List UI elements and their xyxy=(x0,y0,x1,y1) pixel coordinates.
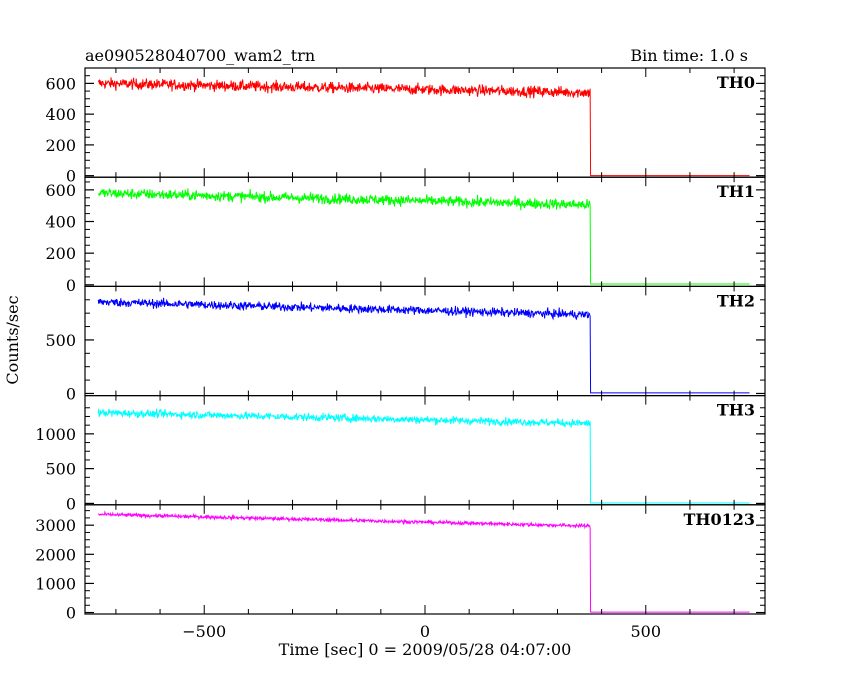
panels-group: 0 200 400 600 TH0 0 200 400 600 TH1 0 500 TH2 0 500 100… xyxy=(35,67,766,623)
y-tick-label: 400 xyxy=(45,213,76,232)
panel-th1: 0 200 400 600 TH1 xyxy=(45,176,766,295)
panel-th3: 0 500 1000 TH3 xyxy=(35,395,766,513)
y-tick-label: 500 xyxy=(45,460,76,479)
y-tick-label: 0 xyxy=(66,276,76,295)
series-label-th0: TH0 xyxy=(717,73,755,92)
series-line-th3 xyxy=(97,408,750,504)
series-label-th0123: TH0123 xyxy=(683,510,755,529)
x-axis-label: Time [sec] 0 = 2009/05/28 04:07:00 xyxy=(279,640,572,659)
panel-th0123: 0 1000 2000 3000 TH0123 xyxy=(35,504,766,623)
y-tick-label: 600 xyxy=(45,181,76,200)
y-tick-label: 200 xyxy=(45,136,76,155)
y-tick-label: 1000 xyxy=(35,574,76,593)
panel-th2: 0 500 TH2 xyxy=(45,285,766,403)
y-axis-label: Counts/sec xyxy=(3,295,22,384)
y-tick-label: 2000 xyxy=(35,545,76,564)
y-tick-label: 3000 xyxy=(35,516,76,535)
x-tick-label: 0 xyxy=(420,622,430,641)
series-label-th1: TH1 xyxy=(717,182,755,201)
chart-title: ae090528040700_wam2_trn xyxy=(85,46,315,65)
y-tick-label: 200 xyxy=(45,244,76,263)
y-tick-label: 1000 xyxy=(35,425,76,444)
series-line-th1 xyxy=(97,187,750,285)
series-label-th3: TH3 xyxy=(717,401,755,420)
y-tick-label: 0 xyxy=(66,384,76,403)
y-tick-label: 0 xyxy=(66,167,76,186)
series-line-th0123 xyxy=(98,510,750,613)
y-tick-label: 0 xyxy=(66,494,76,513)
x-tick-label: −500 xyxy=(182,622,226,641)
y-tick-label: 500 xyxy=(45,331,76,350)
y-tick-label: 600 xyxy=(45,74,76,93)
x-tick-label: 500 xyxy=(631,622,662,641)
panel-frame xyxy=(84,285,766,397)
y-tick-label: 400 xyxy=(45,105,76,124)
panel-frame xyxy=(84,395,766,506)
series-line-th0 xyxy=(97,77,750,177)
bin-time-label: Bin time: 1.0 s xyxy=(630,46,748,65)
y-tick-label: 0 xyxy=(66,604,76,623)
series-label-th2: TH2 xyxy=(717,291,755,310)
panel-th0: 0 200 400 600 TH0 xyxy=(45,67,766,186)
x-axis: −500 0 500 xyxy=(182,622,661,641)
series-line-th2 xyxy=(97,297,750,394)
